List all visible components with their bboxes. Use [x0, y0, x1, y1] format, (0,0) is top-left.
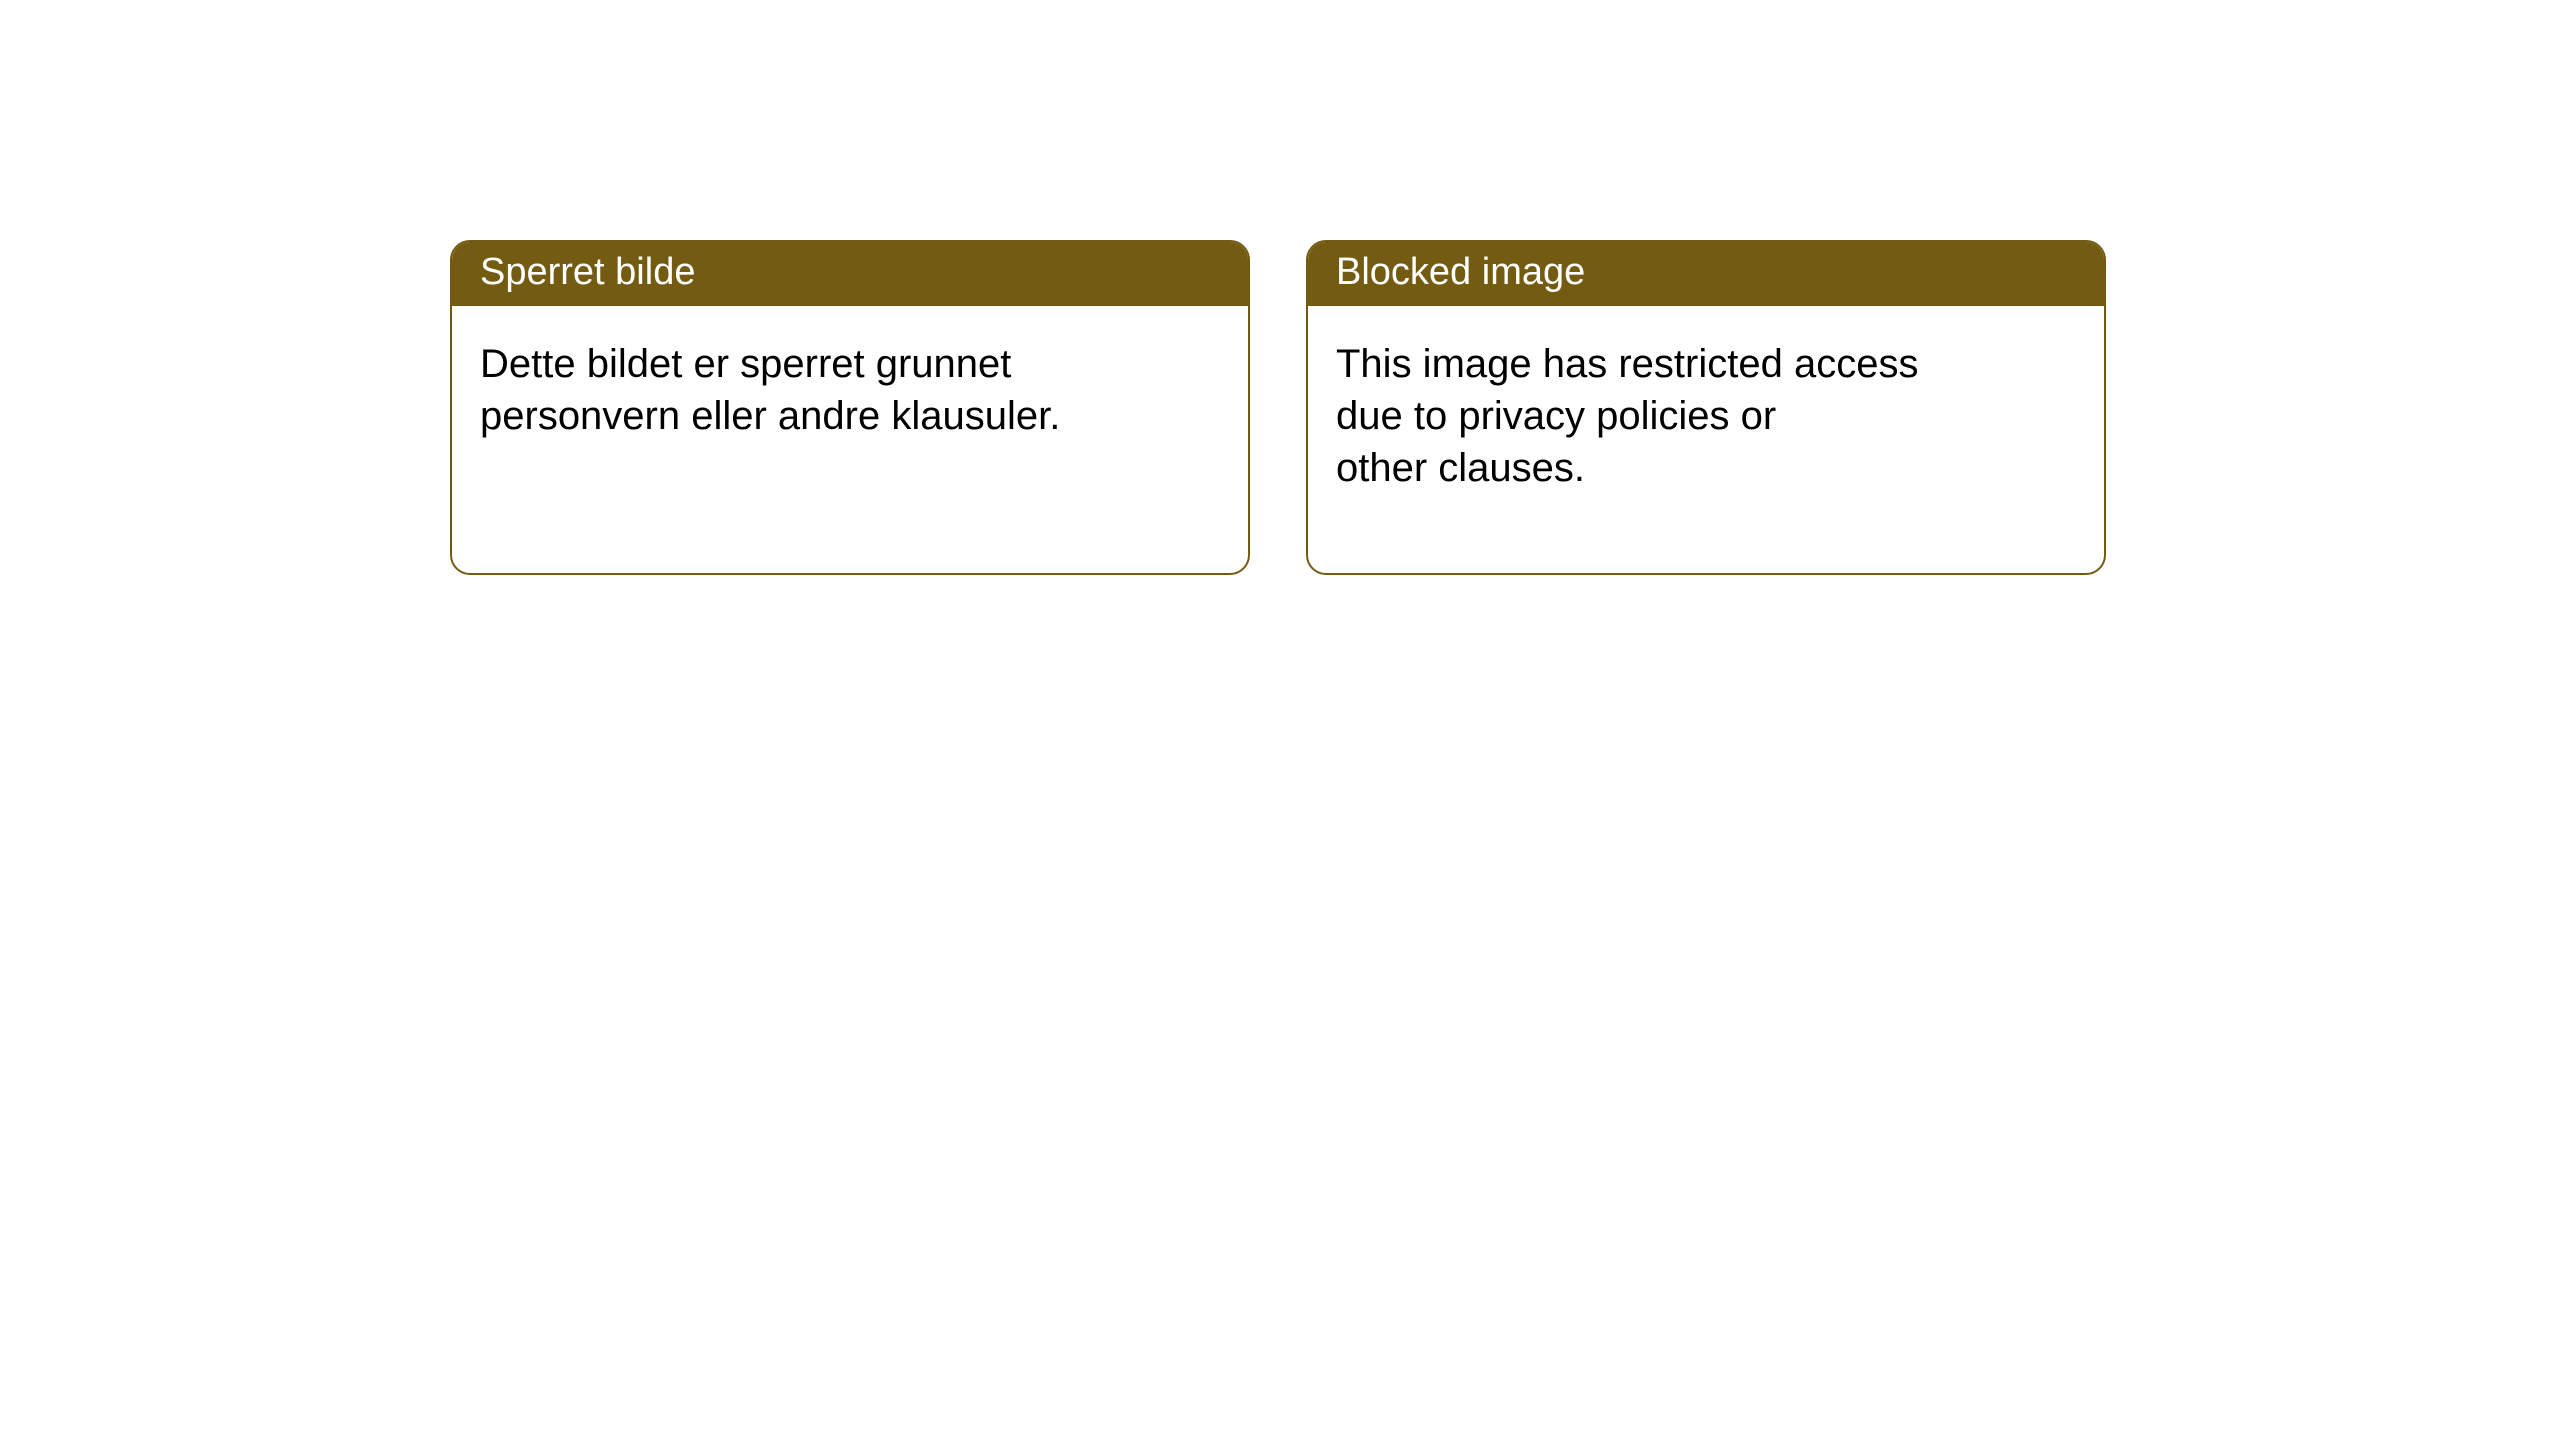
- notice-body: This image has restricted access due to …: [1308, 306, 2104, 526]
- notice-header: Blocked image: [1308, 242, 2104, 306]
- notice-body: Dette bildet er sperret grunnet personve…: [452, 306, 1248, 474]
- notice-card-norwegian: Sperret bilde Dette bildet er sperret gr…: [450, 240, 1250, 575]
- notice-container: Sperret bilde Dette bildet er sperret gr…: [0, 0, 2560, 575]
- notice-header: Sperret bilde: [452, 242, 1248, 306]
- notice-card-english: Blocked image This image has restricted …: [1306, 240, 2106, 575]
